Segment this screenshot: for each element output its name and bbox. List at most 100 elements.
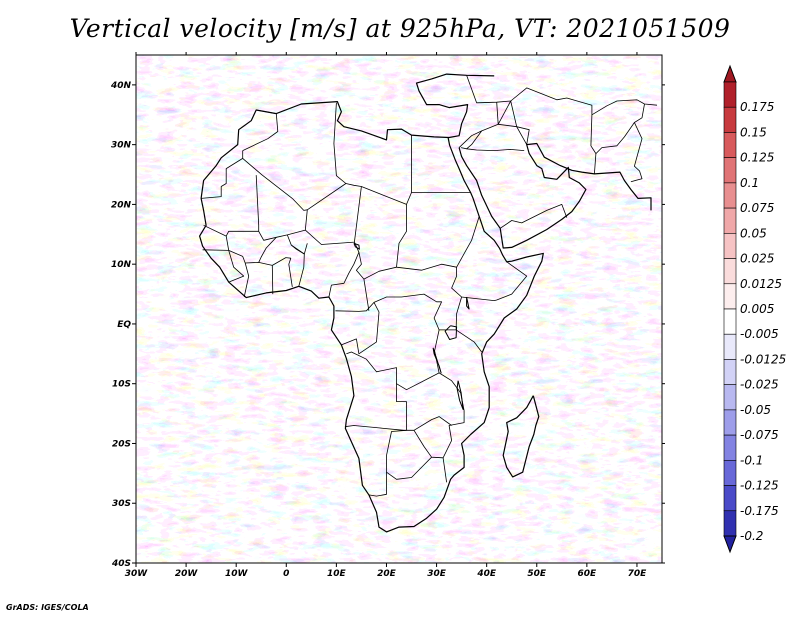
country-border [368,372,440,497]
country-border [458,75,512,148]
country-border [328,252,360,298]
country-border [258,209,308,241]
lat-tick-label: 10S [112,380,131,390]
country-border [242,109,279,151]
colorbar-label: 0.05 [740,226,767,240]
lat-tick-label: 20S [112,439,131,449]
country-border [242,158,293,199]
plot-frame [135,54,663,564]
country-border [203,175,260,237]
colorbar-swatch [723,485,737,512]
colorbar-swatch [723,460,737,486]
country-border [258,237,277,263]
colorbar-swatch [723,233,737,259]
map-plot-area [135,54,663,564]
lat-tick-label: 40N [110,81,132,91]
colorbar-swatch [723,106,737,133]
map-outlines [199,73,658,533]
vertical-velocity-field [136,55,662,563]
lat-tick-label: 30N [111,141,132,151]
lon-tick-label: 20W [175,569,199,579]
country-border [344,416,452,431]
country-border [305,186,362,245]
coastline-africa [199,137,544,533]
lat-tick-label: 40S [111,559,131,569]
country-border [510,87,597,174]
colorbar-label: -0.075 [740,428,779,442]
colorbar-label: -0.05 [740,403,771,417]
axis-ticks: 30W 20W 10W 0 10E 20E 30E 40E 50E 60E 70E 40N 30N 20N… [110,52,665,579]
country-border [291,243,308,255]
colorbar-label: 0.025 [740,252,774,266]
colorbar-swatch [723,207,737,234]
colorbar-label: -0.175 [740,504,779,518]
country-border [413,430,444,459]
colorbar-swatch [723,308,737,335]
country-border [466,148,525,152]
country-border [225,236,246,264]
colorbar-label: 0.15 [740,125,767,139]
lon-tick-label: 30W [125,569,149,579]
country-border [271,257,293,295]
colorbar-swatch [723,258,737,285]
colorbar-label: -0.125 [740,479,779,493]
colorbar-label: 0.0125 [740,277,782,291]
colorbar-label: 0.075 [740,201,774,215]
colorbar-swatch [723,409,737,436]
country-border [202,249,245,283]
country-border [201,150,244,199]
lake-outline [466,296,470,310]
lat-tick-label: 30S [112,499,131,509]
country-border [595,103,645,154]
colorbar-swatch [723,81,737,108]
colorbar-swatch [723,157,737,184]
lon-tick-label: 60E [578,569,598,579]
lon-tick-label: 20E [377,569,397,579]
lon-tick-label: 10E [327,569,347,579]
colorbar-label: 0.005 [740,302,774,316]
country-border [373,293,443,331]
country-border [363,279,370,311]
colorbar-swatch [723,132,737,158]
page-title: Vertical velocity [m/s] at 925hPa, VT: 2… [69,14,731,43]
colorbar-bottom-cap [723,535,737,554]
lon-tick-label: 70E [628,569,648,579]
country-border [499,203,568,229]
country-border [292,183,407,268]
lake-outline [444,325,458,340]
country-border [335,301,380,355]
coastline-madagascar [502,395,540,478]
country-border [333,102,347,184]
lon-tick-label: 50E [527,569,547,579]
lon-tick-label: 30E [427,569,447,579]
colorbar-label: -0.025 [740,378,779,392]
colorbar-swatch [723,384,737,411]
colorbar: 0.175 0.15 0.125 0.1 0.075 0.05 0.025 0.0125 0.0… [723,64,786,554]
country-border [406,192,412,205]
country-border [461,130,483,150]
country-border [591,99,658,116]
grads-credit: GrADS: IGES/COLA [6,603,89,612]
coastline-arabia [458,142,652,249]
lon-tick-label: 10W [225,569,249,579]
country-border [346,351,397,384]
colorbar-label: 0.125 [740,151,774,165]
lat-tick-label: 20N [111,200,132,210]
lat-tick-label: 10N [111,260,132,270]
colorbar-swatch [723,283,737,310]
country-border [496,102,528,145]
colorbar-label: 0.175 [740,100,774,114]
coastline-north [200,73,495,199]
colorbar-swatch [723,182,737,209]
colorbar-label: -0.005 [740,327,779,341]
lake-outline [353,242,360,250]
colorbar-swatch [723,359,737,385]
country-border [630,122,643,183]
lake-outline [456,380,464,410]
colorbar-label: -0.1 [740,453,763,467]
lon-tick-label: 40E [476,569,497,579]
colorbar-top-cap [723,64,737,83]
colorbar-swatch [723,434,737,461]
lake-outline [432,347,442,374]
